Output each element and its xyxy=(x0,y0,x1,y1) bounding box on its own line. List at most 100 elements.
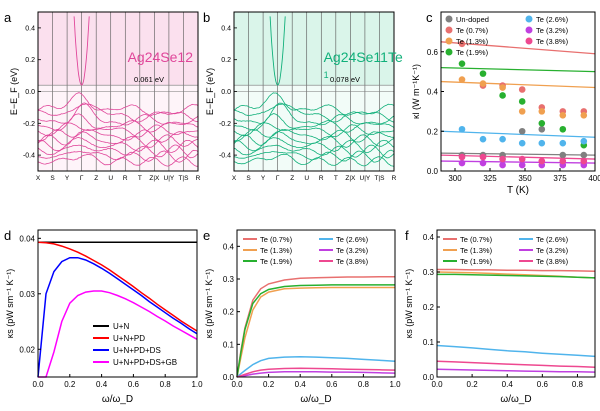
plot-frame xyxy=(37,229,198,378)
y-tick-label: 0.4 xyxy=(25,25,35,32)
valence-band xyxy=(233,122,395,138)
x-tick-label: 0.6 xyxy=(537,380,549,389)
valence-band xyxy=(37,149,199,163)
x-tick-label: 325 xyxy=(483,174,497,183)
valence-band xyxy=(37,153,199,167)
y-tick-label: 0.4 xyxy=(427,88,439,97)
x-tick-label: 1.0 xyxy=(389,380,401,389)
x-tick-label-U|Y: U|Y xyxy=(164,175,175,182)
data-point xyxy=(580,157,588,165)
data-point xyxy=(458,76,466,83)
y-tick-label: 0.03 xyxy=(19,290,35,299)
legend-marker xyxy=(525,26,533,34)
fit-line xyxy=(440,130,596,138)
x-axis-label: ω/ω_D xyxy=(102,394,133,405)
legend-label: Te (2.6%) xyxy=(336,235,369,244)
x-tick-label: 0.0 xyxy=(231,380,243,389)
legend-marker xyxy=(445,26,453,34)
x-tick-label: 0.8 xyxy=(572,380,584,389)
data-point xyxy=(479,70,487,77)
data-point xyxy=(458,40,466,48)
data-point xyxy=(518,98,526,105)
y-axis-label: κs (pW sm⁻¹ K⁻¹) xyxy=(404,269,414,339)
x-axis-label: ω/ω_D xyxy=(300,394,331,405)
panel-letter: c xyxy=(426,10,433,25)
x-tick-label: 0.6 xyxy=(326,380,338,389)
y-tick-label: 0.0 xyxy=(423,373,435,382)
series-line xyxy=(236,371,396,378)
x-axis-label: ω/ω_D xyxy=(500,394,531,405)
x-tick-label-S: S xyxy=(246,175,251,182)
data-point xyxy=(580,151,588,159)
x-tick-label: 0.6 xyxy=(128,380,140,389)
y-tick-label: 0.2 xyxy=(223,308,235,317)
y-tick-label: 0.1 xyxy=(423,338,435,347)
x-tick-label: 300 xyxy=(448,174,462,183)
y-tick-label: 0.0 xyxy=(223,373,235,382)
valence-band xyxy=(37,144,199,159)
data-point xyxy=(580,137,588,145)
panel-letter: f xyxy=(405,228,409,243)
valence-band xyxy=(37,122,199,138)
x-tick-label-Z: Z xyxy=(290,175,294,182)
legend-label: U+N+PD+DS+GB xyxy=(113,358,177,367)
series-line xyxy=(236,275,395,378)
legend-label: Te (0.7%) xyxy=(260,235,293,244)
x-tick-label: 1.0 xyxy=(191,380,203,389)
y-tick-label: 0.2 xyxy=(25,57,35,64)
x-tick-label: 0.4 xyxy=(502,380,514,389)
y-tick-label: 0.4 xyxy=(223,242,235,251)
valence-band xyxy=(38,103,199,123)
plot-frame xyxy=(37,11,199,172)
fit-line xyxy=(440,154,596,160)
panel-title-sub: 1 xyxy=(324,70,329,80)
data-point xyxy=(518,139,526,147)
x-tick-label-T|S: T|S xyxy=(374,175,385,182)
data-point xyxy=(458,125,466,133)
x-tick-label-R: R xyxy=(392,175,397,182)
valence-band xyxy=(233,137,395,154)
y-axis-label: E−E_F (eV) xyxy=(9,68,19,115)
legend-marker xyxy=(525,37,533,45)
y-tick-label: 0.0 xyxy=(25,89,35,96)
y-tick-label: -0.2 xyxy=(23,121,35,128)
panel-a: X S Y Γ Z U R T Z|X U|Y T|S R 0.4 0.2 0.0 -0.2 -0.4 E−E_F… xyxy=(4,10,201,182)
data-point xyxy=(499,92,506,99)
panel-c: 300 325 350 375 400 0.0 0.2 0.4 0.6 T (K) κl (W m⁻… xyxy=(411,10,600,196)
gap-annotation: 0.061 eV xyxy=(134,75,164,84)
y-tick-label: 0.6 xyxy=(427,48,439,57)
data-point xyxy=(458,153,466,161)
panel-b: X S Y Γ Z U R T Z|X U|Y T|S R 0.4 0.2 0.0 -0.2 -0.4 E−E_F… xyxy=(203,10,403,182)
x-axis-label: T (K) xyxy=(507,185,529,196)
data-point xyxy=(499,84,506,91)
y-axis-label: κs (pW sm⁻¹ K⁻¹) xyxy=(5,269,15,339)
panel-e: 0.0 0.2 0.4 0.6 0.8 1.0 0.0 0.1 0.2 0.3 0.4 ω/ω_D κs… xyxy=(203,228,401,405)
y-tick-label: 0.2 xyxy=(221,57,231,64)
x-tick-label-U|Y: U|Y xyxy=(360,175,371,182)
data-point xyxy=(580,112,588,119)
conduction-shade xyxy=(234,12,394,86)
y-tick-label: 0.4 xyxy=(423,233,435,242)
x-tick-label-Y: Y xyxy=(261,175,266,182)
x-tick-label: 0.2 xyxy=(64,380,76,389)
data-point xyxy=(538,139,546,147)
data-point xyxy=(518,86,526,93)
data-point xyxy=(479,80,487,87)
series-line xyxy=(236,286,395,378)
fit-line xyxy=(440,152,596,156)
panel-letter: b xyxy=(203,10,210,25)
valence-band xyxy=(233,113,395,133)
y-tick-label: 0.3 xyxy=(423,268,435,277)
y-tick-label: 0.0 xyxy=(427,167,439,176)
series-line xyxy=(436,360,596,368)
x-tick-label: 0.2 xyxy=(263,380,275,389)
fit-line xyxy=(440,80,596,89)
y-tick-label: -0.2 xyxy=(219,121,231,128)
legend-label: Te (2.6%) xyxy=(536,15,569,24)
y-tick-label: 0.1 xyxy=(223,340,235,349)
y-tick-label: 0.2 xyxy=(427,127,439,136)
legend-label: Te (2.6%) xyxy=(536,235,569,244)
x-tick-label: 0.4 xyxy=(96,380,108,389)
x-tick-label-R: R xyxy=(196,175,201,182)
